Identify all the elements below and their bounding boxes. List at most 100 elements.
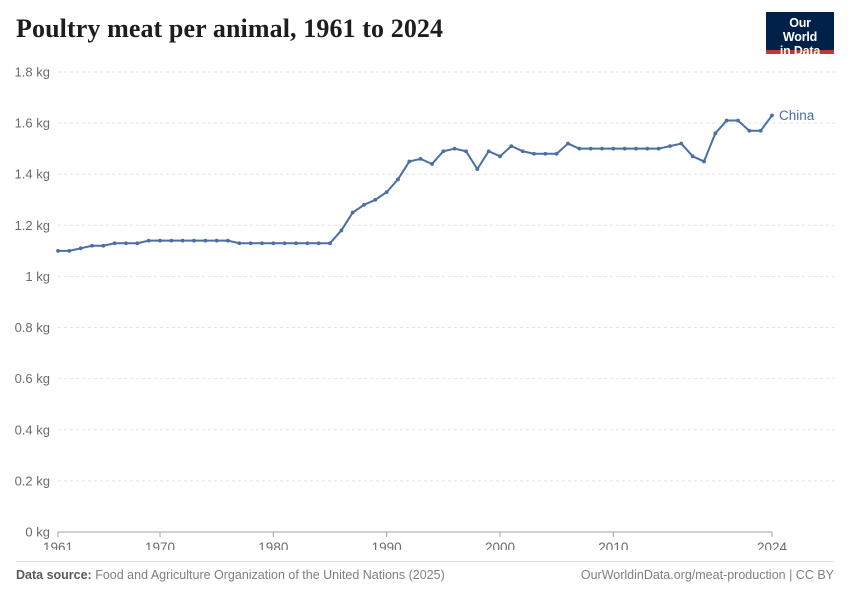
data-point-marker[interactable] [588,146,593,151]
data-point-marker[interactable] [486,149,491,154]
data-point-marker[interactable] [543,151,548,156]
data-point-marker[interactable] [180,238,185,243]
data-point-marker[interactable] [713,131,718,136]
data-point-marker[interactable] [509,144,514,149]
data-point-marker[interactable] [736,118,740,123]
data-point-marker[interactable] [679,141,684,146]
data-point-marker[interactable] [600,146,604,151]
data-point-marker[interactable] [158,238,162,243]
license-link[interactable]: OurWorldinData.org/meat-production | CC … [580,568,834,582]
data-point-marker[interactable] [645,146,650,151]
logo-line-1: Our World [782,16,818,44]
data-point-marker[interactable] [384,190,389,195]
data-point-marker[interactable] [101,243,106,248]
data-point-marker[interactable] [758,128,763,133]
data-point-marker[interactable] [418,156,423,161]
data-point-marker[interactable] [622,146,627,151]
data-point-marker[interactable] [350,210,355,215]
data-point-marker[interactable] [498,154,502,159]
y-axis-tick-label: 0.6 kg [15,371,50,386]
x-axis [57,531,773,537]
data-point-marker[interactable] [724,118,729,123]
data-point-marker[interactable] [124,241,128,246]
data-point-marker[interactable] [464,149,468,154]
data-point-marker[interactable] [56,248,60,253]
data-point-marker[interactable] [362,202,366,207]
chart-header: Poultry meat per animal, 1961 to 2024 Ou… [16,12,834,62]
data-point-marker[interactable] [373,197,378,202]
y-axis-tick-label: 0.2 kg [15,473,50,488]
x-axis-tick-label: 1990 [372,540,402,550]
data-point-marker[interactable] [192,238,196,243]
data-point-marker[interactable] [90,243,94,248]
data-point-marker[interactable] [452,146,457,151]
data-point-marker[interactable] [430,162,434,166]
data-point-marker[interactable] [532,151,536,156]
gridlines-group [58,71,838,482]
y-axis-tick-label: 0.8 kg [15,320,50,335]
data-point-marker[interactable] [747,128,752,133]
x-axis-tick-label: 1970 [145,540,175,550]
data-point-marker[interactable] [690,154,695,159]
data-point-marker[interactable] [407,159,412,164]
x-axis-tick-label: 1980 [258,540,288,550]
data-point-marker[interactable] [577,146,582,151]
data-point-marker[interactable] [554,151,559,156]
data-series-group[interactable] [56,113,774,253]
data-point-marker[interactable] [112,241,117,246]
data-point-marker[interactable] [702,159,706,164]
series-line-china[interactable] [57,114,773,252]
data-point-marker[interactable] [475,167,480,172]
data-point-marker[interactable] [135,241,140,246]
data-source-label: Data source: [16,568,92,582]
line-chart-svg[interactable]: 0 kg 0.2 kg 0.4 kg 0.6 kg 0.8 kg 1 kg 1.2 kg 1.… [0,60,850,550]
x-axis-tick-label: 1961 [43,540,73,550]
series-end-labels[interactable]: China [779,108,815,123]
data-point-marker[interactable] [339,228,344,233]
data-point-marker[interactable] [396,177,400,182]
x-axis-tick-labels: 1961 1970 1980 1990 2000 2010 2024 [43,540,788,550]
y-axis-tick-label: 1.2 kg [15,218,50,233]
data-point-marker[interactable] [634,146,638,151]
data-point-marker[interactable] [248,241,253,246]
data-point-marker[interactable] [169,238,174,243]
data-point-marker[interactable] [668,144,672,149]
data-point-marker[interactable] [294,241,298,246]
data-point-marker[interactable] [520,149,525,154]
data-point-marker[interactable] [282,241,287,246]
data-point-marker[interactable] [656,146,661,151]
data-point-marker[interactable] [67,248,72,253]
data-point-marker[interactable] [770,113,774,118]
data-source-text: Food and Agriculture Organization of the… [95,568,445,582]
data-point-marker[interactable] [203,238,208,243]
data-point-marker[interactable] [78,246,83,251]
y-axis-tick-label: 1.4 kg [15,167,50,182]
chart-footer: Data source: Food and Agriculture Organi… [16,568,834,592]
logo-line-2: in Data [779,44,821,58]
data-point-marker[interactable] [260,241,264,246]
footer-divider [16,561,834,562]
data-point-marker[interactable] [226,238,230,243]
y-axis-tick-label: 1 kg [25,269,50,284]
data-point-marker[interactable] [316,241,321,246]
data-point-marker[interactable] [146,238,151,243]
our-world-in-data-logo[interactable]: Our World in Data [766,12,834,58]
data-source: Data source: Food and Agriculture Organi… [16,568,445,582]
y-axis-tick-label: 0 kg [25,525,50,540]
x-axis-tick-label: 2000 [485,540,515,550]
y-axis-tick-labels: 0 kg 0.2 kg 0.4 kg 0.6 kg 0.8 kg 1 kg 1.2 kg 1.… [15,65,50,540]
page-title: Poultry meat per animal, 1961 to 2024 [16,14,444,43]
y-axis-tick-label: 1.8 kg [15,65,50,80]
data-point-marker[interactable] [611,146,616,151]
data-point-marker[interactable] [566,141,570,146]
data-point-marker[interactable] [214,238,219,243]
plot-area[interactable]: 0 kg 0.2 kg 0.4 kg 0.6 kg 0.8 kg 1 kg 1.2 kg 1.… [0,60,850,550]
x-axis-tick-label: 2024 [757,540,788,550]
data-point-marker[interactable] [441,149,446,154]
series-label-china[interactable]: China [779,108,815,123]
data-point-marker[interactable] [305,241,310,246]
data-point-marker[interactable] [271,241,276,246]
data-point-marker[interactable] [237,241,242,246]
data-point-marker[interactable] [328,241,332,246]
